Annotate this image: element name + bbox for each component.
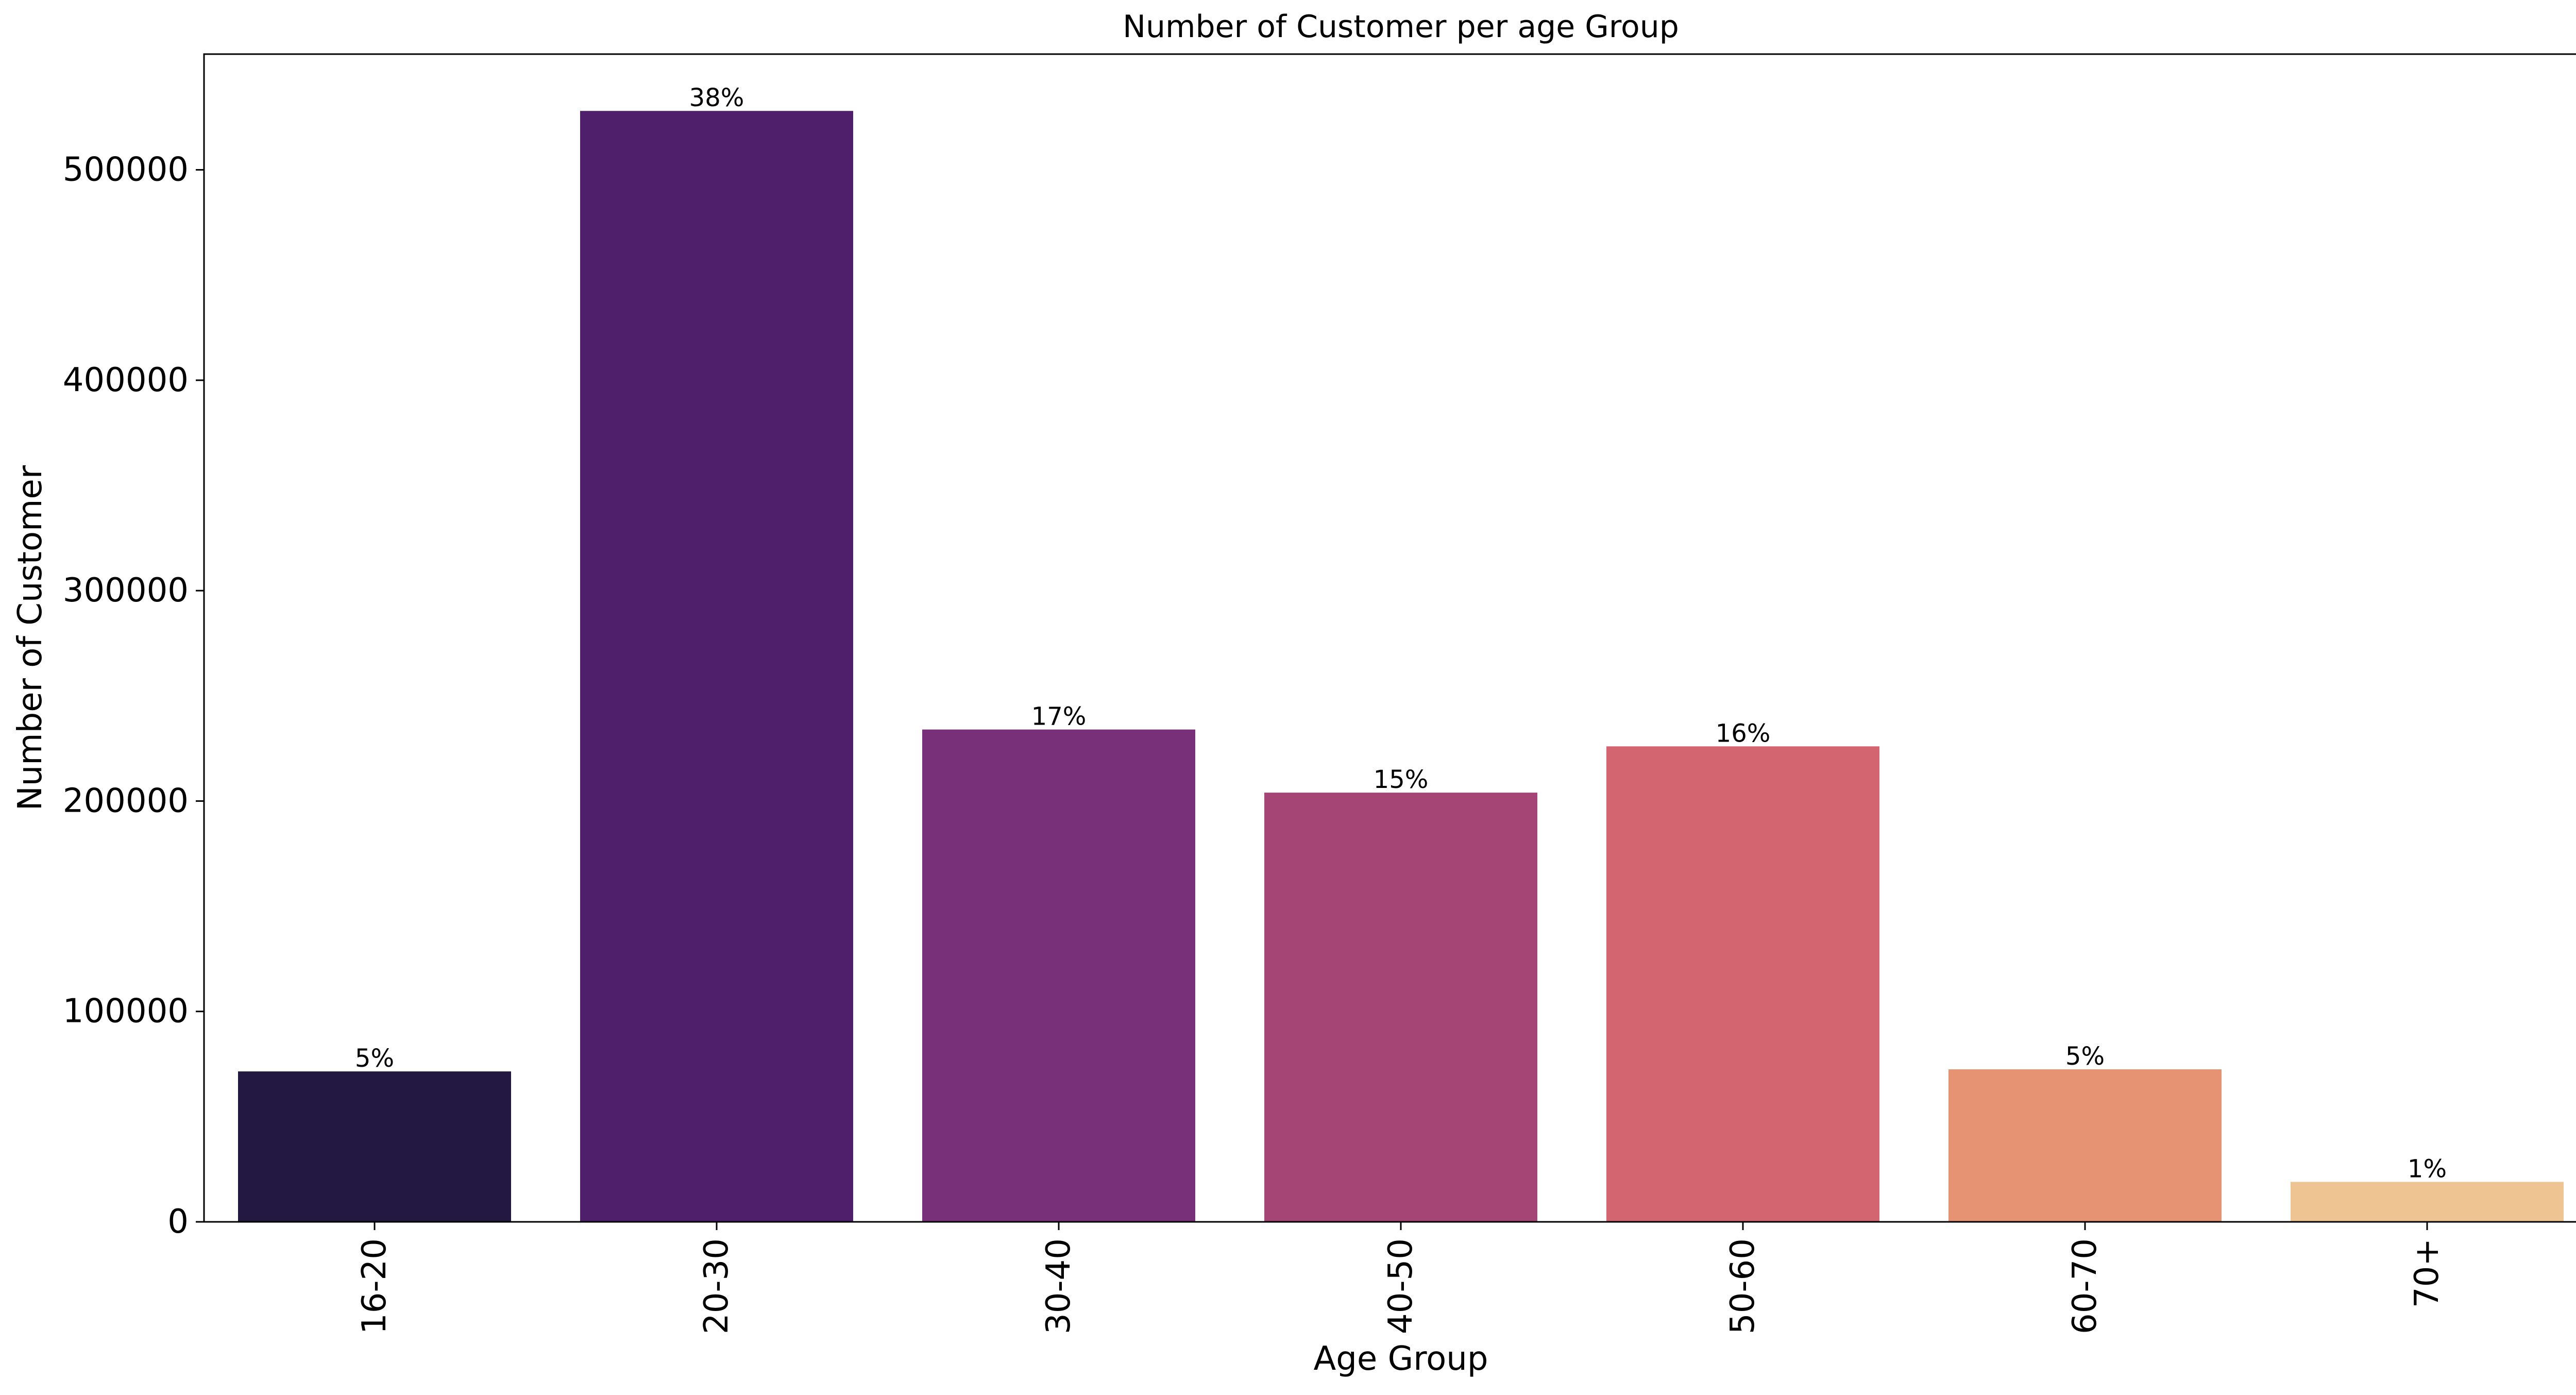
data-label-30-40: 17%: [1031, 702, 1087, 731]
x-tick-label: 70+: [2408, 1238, 2446, 1308]
y-tick-label: 300000: [63, 572, 189, 610]
x-axis-ticks: 16-20 20-30 30-40 40-50 50-60 60-70 70+: [355, 1222, 2446, 1334]
bar-70+: [2291, 1182, 2564, 1222]
data-label-40-50: 15%: [1374, 765, 1429, 794]
bar-60-70: [1948, 1069, 2222, 1222]
data-label-60-70: 5%: [2065, 1042, 2105, 1071]
bar-20-30: [580, 111, 853, 1222]
x-tick-label: 20-30: [698, 1238, 736, 1334]
y-tick-label: 100000: [63, 993, 189, 1031]
x-axis-label: Age Group: [1314, 1340, 1488, 1378]
x-tick-label: 60-70: [2066, 1238, 2104, 1334]
data-label-16-20: 5%: [355, 1044, 394, 1073]
y-tick-label: 200000: [63, 782, 189, 820]
x-tick-label: 16-20: [355, 1238, 394, 1334]
bar-labels-group: 5% 38% 17% 15% 16% 5% 1%: [355, 83, 2447, 1183]
y-tick-label: 0: [167, 1203, 189, 1241]
data-label-70+: 1%: [2408, 1154, 2447, 1183]
y-tick-label: 500000: [63, 151, 189, 189]
y-axis-ticks: 0 100000 200000 300000 400000 500000: [63, 151, 204, 1241]
bar-40-50: [1264, 793, 1537, 1222]
bars-group: [238, 111, 2564, 1222]
plot-frame: [203, 53, 2576, 1223]
y-axis-label: Number of Customer: [11, 465, 49, 811]
bar-30-40: [922, 729, 1195, 1222]
x-tick-label: 40-50: [1382, 1238, 1420, 1334]
y-tick-label: 400000: [63, 361, 189, 399]
chart-title: Number of Customer per age Group: [1123, 9, 1679, 45]
bar-50-60: [1606, 746, 1879, 1222]
data-label-50-60: 16%: [1716, 719, 1771, 748]
x-tick-label: 50-60: [1724, 1238, 1762, 1334]
data-label-20-30: 38%: [689, 83, 744, 112]
bar-16-20: [238, 1071, 511, 1222]
x-tick-label: 30-40: [1040, 1238, 1078, 1334]
